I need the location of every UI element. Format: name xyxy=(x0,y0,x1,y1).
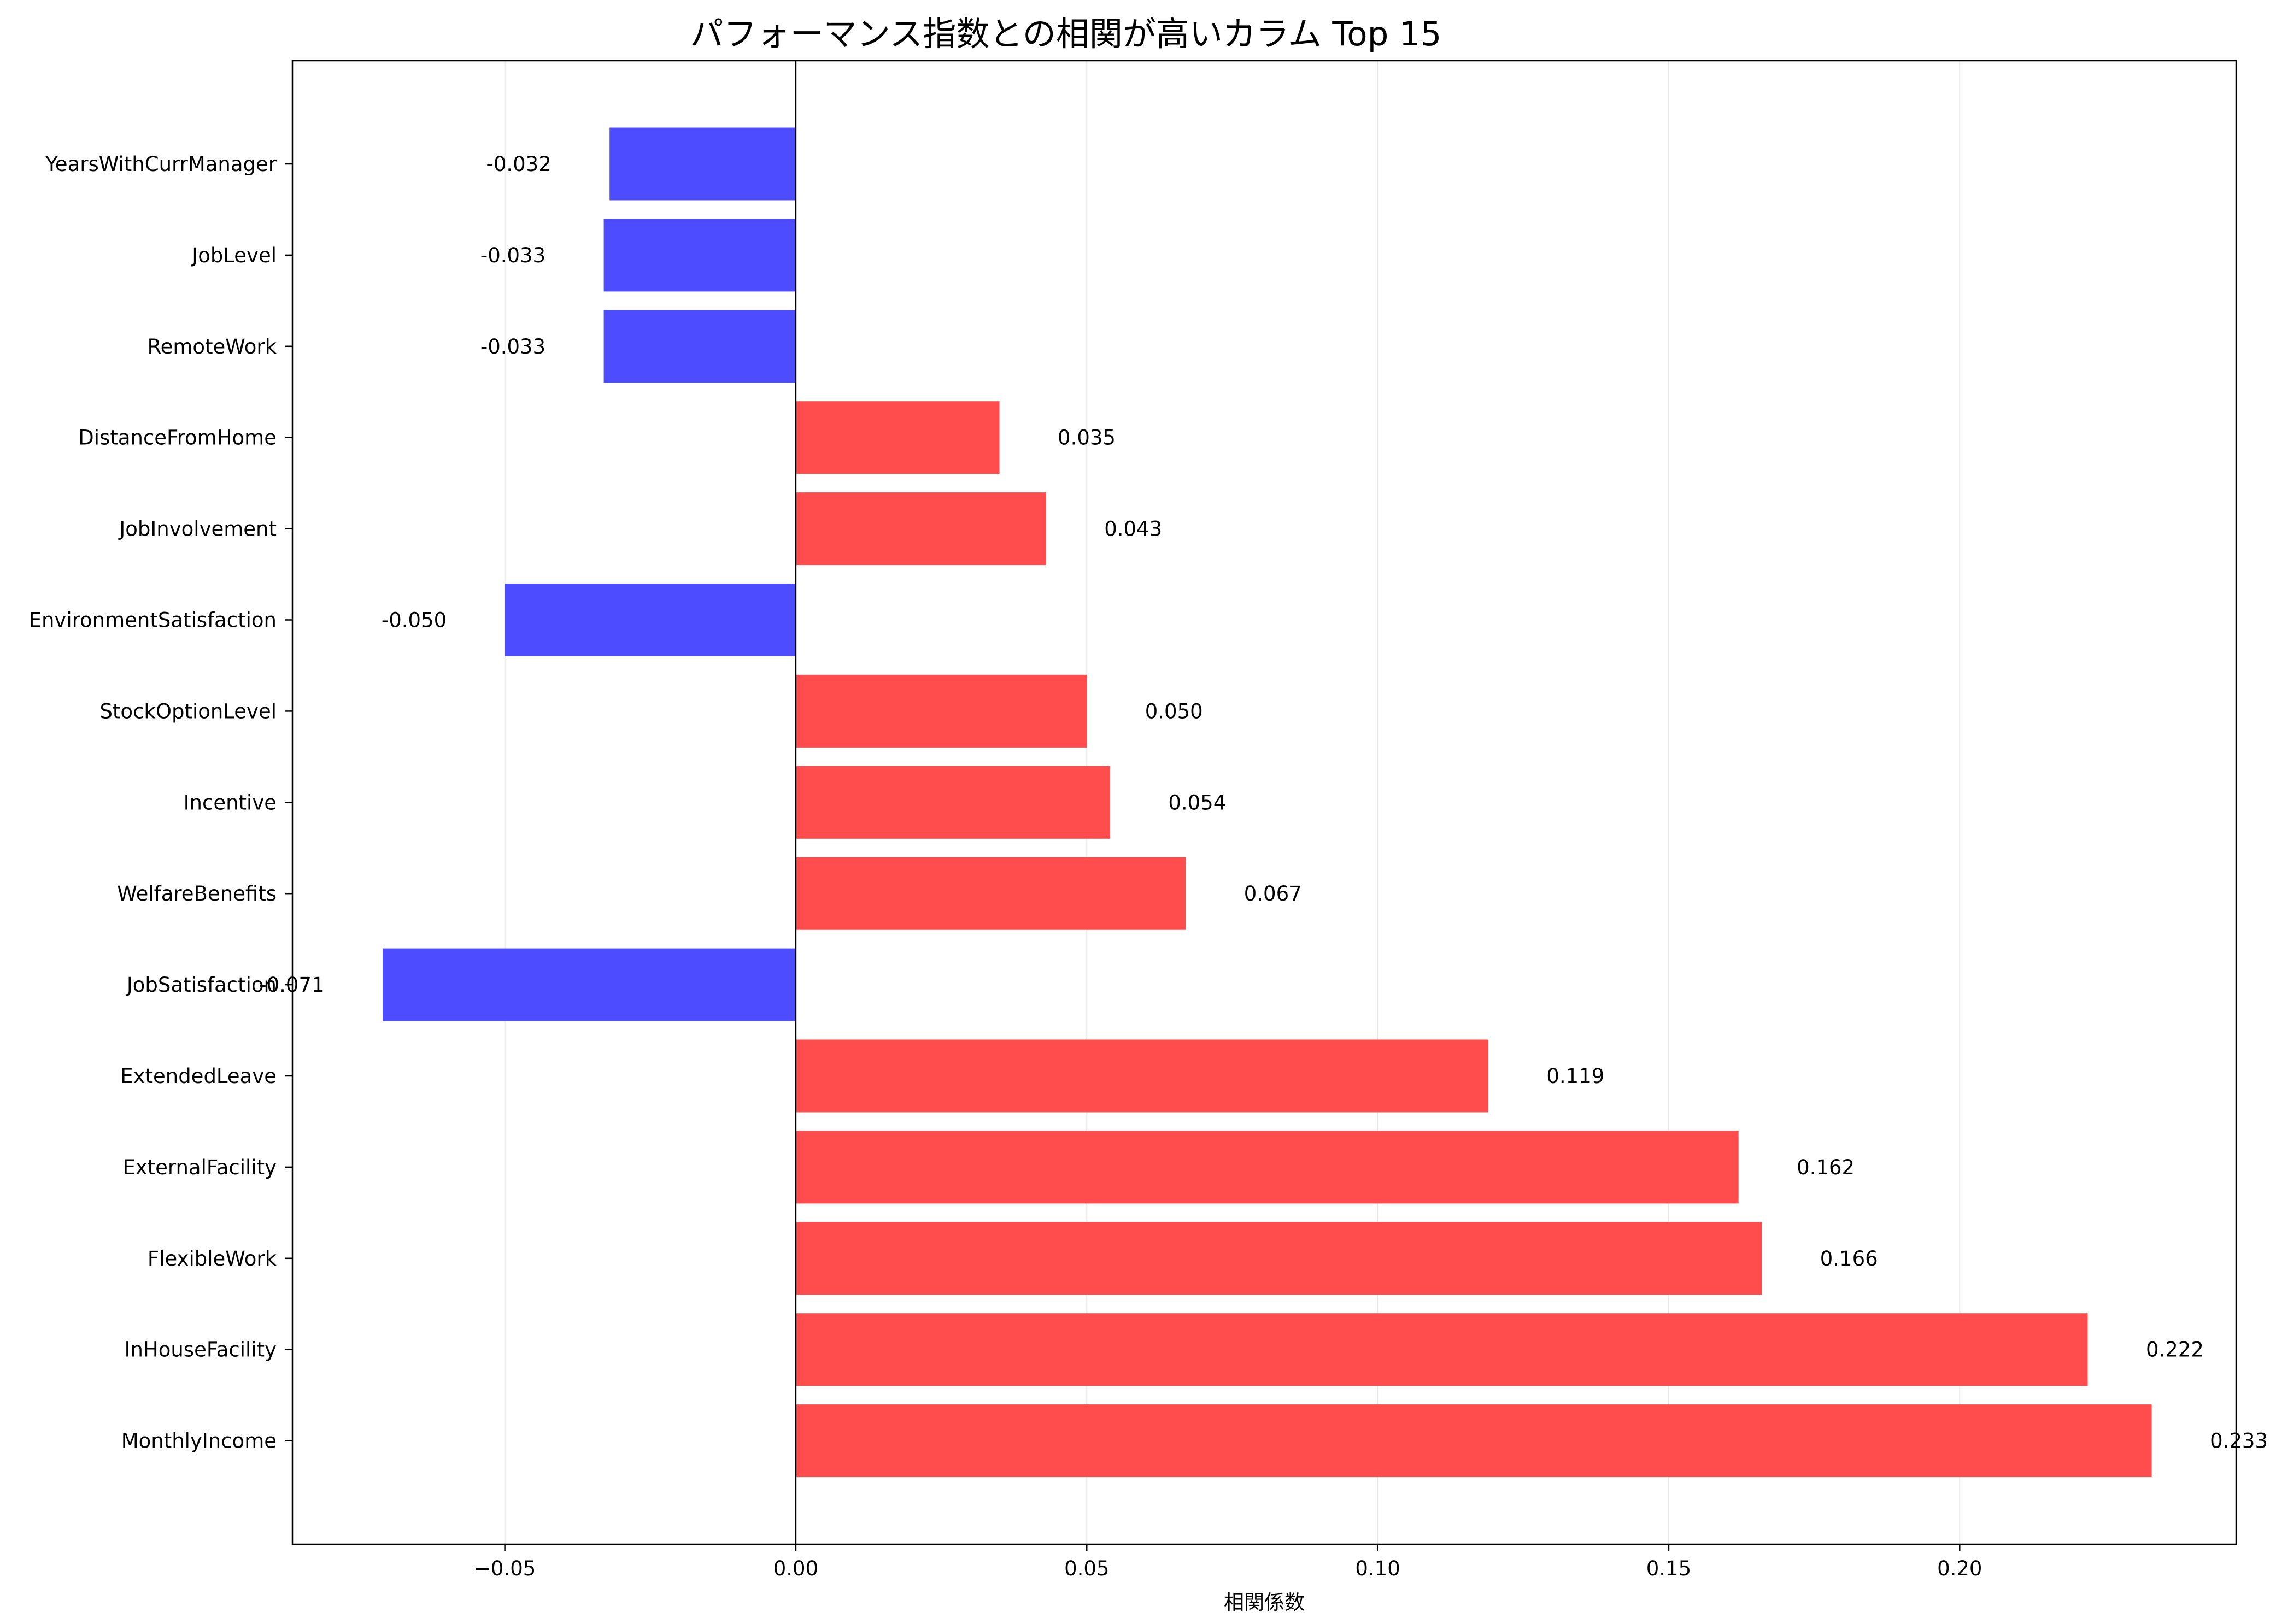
data-label: 0.162 xyxy=(1797,1156,1855,1179)
data-label: 0.050 xyxy=(1145,699,1203,723)
bar xyxy=(609,127,796,201)
data-label: 0.054 xyxy=(1168,791,1226,814)
y-tick-label: Incentive xyxy=(184,791,277,814)
y-tick-label: EnvironmentSatisfaction xyxy=(29,609,277,632)
bar xyxy=(505,584,796,656)
y-tick-label: YearsWithCurrManager xyxy=(45,152,277,176)
bar xyxy=(795,674,1087,748)
y-tick-label: FlexibleWork xyxy=(148,1247,277,1270)
y-tick-label: WelfareBenefits xyxy=(117,882,277,905)
x-tick-label: −0.05 xyxy=(474,1557,536,1580)
data-label: 0.233 xyxy=(2210,1429,2268,1453)
bar xyxy=(795,857,1186,930)
y-tick-label: DistanceFromHome xyxy=(78,426,277,450)
y-tick-label: MonthlyIncome xyxy=(121,1429,277,1453)
bar xyxy=(795,1039,1488,1113)
data-labels: -0.032 -0.033 -0.033 0.035 0.043 -0.050 0.050 0… xyxy=(259,152,2268,1453)
y-tick-label: ExtendedLeave xyxy=(120,1064,277,1088)
data-label: -0.033 xyxy=(480,335,545,358)
x-tick-label: 0.05 xyxy=(1064,1557,1109,1580)
data-label: 0.166 xyxy=(1820,1247,1878,1270)
y-tick-label: JobSatisfaction xyxy=(126,973,277,997)
bar xyxy=(603,310,796,383)
y-tick-label: JobInvolvement xyxy=(118,517,277,541)
x-axis-ticks: −0.05 0.00 0.05 0.10 0.15 0.20 xyxy=(474,1544,1982,1580)
bars xyxy=(383,127,2152,1478)
x-tick-label: 0.20 xyxy=(1937,1557,1982,1580)
bar xyxy=(383,948,796,1021)
data-label: -0.032 xyxy=(486,152,551,176)
bar xyxy=(795,1131,1739,1204)
x-tick-label: 0.00 xyxy=(773,1557,818,1580)
data-label: 0.119 xyxy=(1546,1064,1604,1088)
bar xyxy=(603,219,796,292)
x-axis-label: 相関係数 xyxy=(1224,1591,1305,1614)
bar xyxy=(795,1222,1762,1295)
bar xyxy=(795,1404,2152,1478)
y-tick-label: InHouseFacility xyxy=(125,1338,277,1362)
data-label: 0.035 xyxy=(1058,426,1116,450)
chart-title: パフォーマンス指数との相関が高いカラム Top 15 xyxy=(690,15,1442,54)
data-label: -0.071 xyxy=(259,973,324,997)
data-label: 0.043 xyxy=(1104,517,1162,541)
bar xyxy=(795,492,1046,566)
data-label: 0.067 xyxy=(1244,882,1302,905)
bar xyxy=(795,1313,2088,1386)
y-tick-label: ExternalFacility xyxy=(122,1156,277,1179)
data-label: -0.033 xyxy=(480,244,545,267)
x-tick-label: 0.10 xyxy=(1355,1557,1400,1580)
y-tick-label: JobLevel xyxy=(191,244,277,267)
data-label: -0.050 xyxy=(382,609,447,632)
y-tick-label: RemoteWork xyxy=(148,335,277,358)
x-tick-label: 0.15 xyxy=(1646,1557,1691,1580)
y-tick-label: StockOptionLevel xyxy=(99,699,277,723)
y-axis-ticks: YearsWithCurrManager JobLevel RemoteWork Di… xyxy=(29,152,292,1453)
bar xyxy=(795,401,1000,474)
data-label: 0.222 xyxy=(2146,1338,2204,1362)
bar xyxy=(795,766,1110,839)
